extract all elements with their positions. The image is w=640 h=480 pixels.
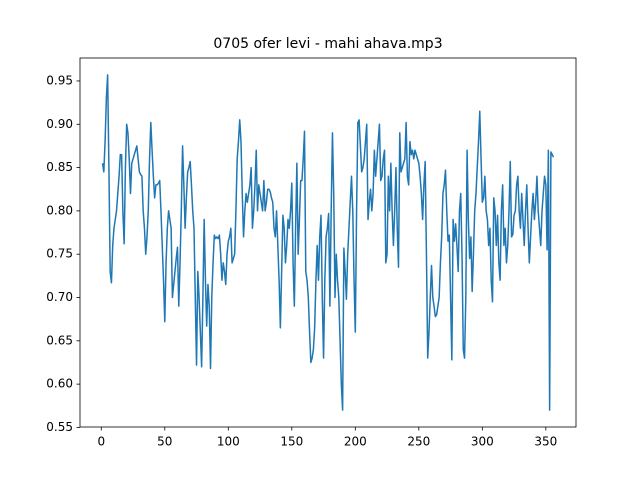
y-tick-label: 0.65 [46,333,73,347]
chart-title: 0705 ofer levi - mahi ahava.mp3 [213,36,442,52]
y-tick-label: 0.60 [46,377,73,391]
y-tick-label: 0.85 [46,160,73,174]
y-tick-label: 0.70 [46,290,73,304]
plot-frame [79,57,577,428]
x-tick-label: 250 [407,435,430,449]
y-tick-label: 0.80 [46,203,73,217]
data-line [101,74,555,411]
y-tick-label: 0.75 [46,247,73,261]
x-tick-label: 100 [217,435,240,449]
y-tick-label: 0.90 [46,117,73,131]
x-tick-label: 300 [471,435,494,449]
x-tick-label: 150 [280,435,303,449]
x-tick-label: 350 [534,435,557,449]
x-tick-label: 0 [97,435,105,449]
y-tick-label: 0.55 [46,420,73,434]
x-tick-label: 50 [157,435,172,449]
y-tick-label: 0.95 [46,73,73,87]
x-tick-label: 200 [344,435,367,449]
